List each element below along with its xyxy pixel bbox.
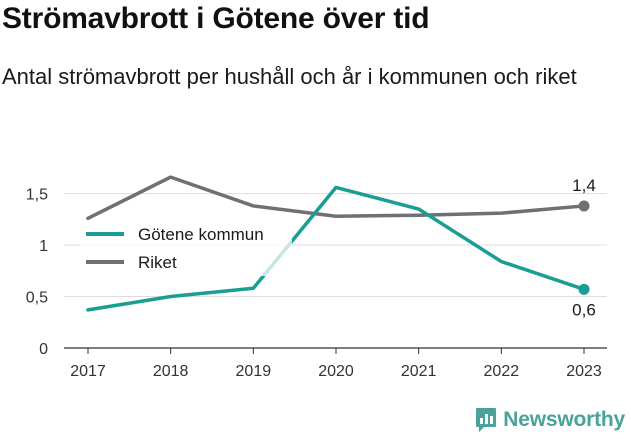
- x-axis-ticks: 2017 2018 2019 2020 2021 2022 2023: [70, 348, 602, 380]
- chart-title: Strömavbrott i Götene över tid: [2, 2, 430, 35]
- series-end-point: [578, 200, 590, 212]
- x-tick-label: 2017: [70, 363, 106, 380]
- y-axis-ticks: 0 0,5 1 1,5: [26, 187, 48, 358]
- series-end-point: [578, 283, 590, 295]
- series-line-riket: [86, 175, 586, 221]
- x-tick-label: 2020: [318, 363, 354, 380]
- y-tick-label: 0: [39, 341, 48, 358]
- x-tick-label: 2018: [153, 363, 189, 380]
- x-tick-label: 2022: [484, 363, 520, 380]
- y-tick-label: 1: [39, 238, 48, 255]
- brand-name: Newsworthy: [503, 408, 625, 431]
- series-layer: [86, 175, 590, 312]
- data-labels: 0,6 1,4: [572, 176, 596, 319]
- legend: Götene kommun Riket: [80, 220, 292, 276]
- newsworthy-brand[interactable]: Newsworthy: [475, 407, 625, 433]
- newsworthy-logo-icon: [476, 408, 497, 432]
- legend-entry-label: Götene kommun: [138, 225, 264, 244]
- data-label-gotene-end: 0,6: [572, 300, 596, 319]
- x-tick-label: 2019: [236, 363, 272, 380]
- data-label-riket-end: 1,4: [572, 176, 596, 195]
- y-tick-label: 0,5: [26, 290, 48, 307]
- x-tick-label: 2023: [566, 363, 602, 380]
- y-tick-label: 1,5: [26, 187, 48, 204]
- x-tick-label: 2021: [401, 363, 437, 380]
- legend-entry-label: Riket: [138, 253, 177, 272]
- series-line-gotene: [86, 185, 586, 312]
- chart-subtitle: Antal strömavbrott per hushåll och år i …: [2, 64, 577, 89]
- legend-background: [80, 220, 292, 276]
